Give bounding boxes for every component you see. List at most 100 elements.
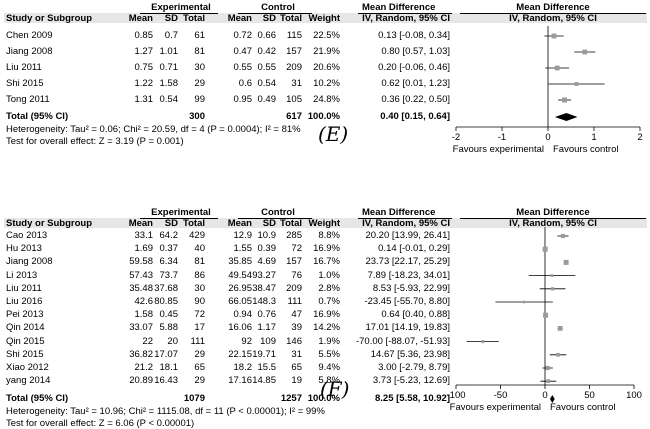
control-total: 209	[286, 62, 302, 73]
study-marker	[551, 33, 557, 39]
x-tick-label: 0	[545, 132, 551, 143]
study-marker	[542, 246, 548, 252]
study-name: Tong 2011	[6, 94, 50, 105]
control-mean: 0.47	[233, 46, 253, 57]
study-weight: 8.8%	[318, 230, 340, 241]
experimental-total: 61	[194, 30, 205, 41]
experimental-total: 429	[189, 230, 205, 241]
control-sd: 38.47	[252, 282, 276, 294]
study-ci: 20.20 [13.99, 26.41]	[365, 230, 450, 241]
column-header-control-sd: SD	[262, 13, 276, 24]
control-total: 157	[286, 256, 302, 268]
study-marker	[582, 49, 588, 55]
experimental-mean: 42.6	[134, 296, 154, 307]
column-header-control-total: Total	[280, 218, 302, 229]
study-marker	[543, 312, 549, 318]
total-label: Total (95% CI)	[6, 111, 69, 122]
underline-mean-difference-plot	[460, 218, 646, 219]
study-ci: -23.45 [-55.70, 8.80]	[364, 296, 450, 307]
study-name: Li 2013	[6, 269, 38, 281]
study-weight: 16.9%	[313, 243, 340, 255]
study-ci: 0.13 [-0.08, 0.34]	[378, 30, 450, 41]
study-marker	[481, 340, 485, 344]
experimental-sd: 0.71	[159, 62, 179, 73]
forest-plot-e: Experimental Control Mean Difference Mean D…	[0, 0, 650, 205]
group-header-experimental: Experimental	[151, 2, 211, 13]
column-header-ci-plot: IV, Random, 95% CI	[509, 218, 597, 229]
experimental-total: 86	[194, 269, 205, 281]
study-name: Xiao 2012	[6, 362, 49, 373]
experimental-mean: 1.69	[134, 243, 154, 255]
control-mean: 1.55	[233, 243, 253, 255]
study-name: Jiang 2008	[6, 256, 53, 268]
control-sd: 4.69	[257, 256, 277, 268]
experimental-sd: 37.68	[154, 282, 178, 294]
x-tick-label: 100	[626, 390, 642, 401]
study-name: Cao 2013	[6, 230, 48, 241]
control-mean: 16.06	[228, 322, 252, 334]
control-total: 209	[286, 282, 302, 294]
experimental-sd: 16.43	[154, 375, 178, 387]
control-mean: 17.16	[228, 375, 252, 387]
x-tick-label: 0	[542, 390, 548, 401]
heterogeneity: Heterogeneity: Tau² = 0.06; Chi² = 20.59…	[6, 124, 301, 135]
x-tick-label: -100	[446, 390, 466, 401]
header-band	[4, 218, 647, 228]
control-total: 157	[286, 46, 302, 57]
study-marker	[556, 352, 560, 357]
underline-mean-difference-plot	[460, 13, 646, 14]
favours-right: Favours control	[550, 402, 616, 413]
control-sd: 0.39	[257, 243, 277, 255]
study-name: Hu 2013	[6, 243, 42, 255]
control-sd: 14.85	[252, 375, 276, 387]
column-header-experimental-sd: SD	[164, 13, 178, 24]
x-tick-label: 2	[637, 132, 643, 143]
overall-effect: Test for overall effect: Z = 3.19 (P = 0…	[6, 136, 184, 147]
experimental-sd: 64.2	[159, 230, 179, 241]
study-ci: 0.64 [0.40, 0.88]	[381, 309, 450, 321]
experimental-mean: 36.82	[129, 348, 153, 360]
control-mean: 22.15	[228, 348, 252, 360]
study-weight: 16.7%	[313, 256, 340, 268]
experimental-mean: 33.07	[129, 322, 153, 334]
forest-plot-area	[455, 227, 635, 403]
heterogeneity: Heterogeneity: Tau² = 10.96; Chi² = 1115…	[6, 406, 325, 417]
column-header-experimental-total: Total	[183, 218, 205, 229]
experimental-sd: 0.37	[159, 243, 179, 255]
column-header-control-mean: Mean	[227, 218, 252, 229]
forest-plot-area	[455, 26, 641, 131]
column-header-study: Study or Subgroup	[6, 218, 93, 229]
experimental-total: 90	[194, 296, 205, 307]
control-sd: 0.42	[257, 46, 277, 57]
experimental-mean: 21.2	[134, 362, 154, 373]
study-marker	[557, 326, 563, 331]
study-marker	[546, 379, 551, 384]
underline-control	[238, 218, 312, 219]
study-name: Jiang 2008	[6, 46, 53, 57]
experimental-mean: 57.43	[129, 269, 153, 281]
column-header-control-total: Total	[280, 13, 302, 24]
group-header-mean-difference-plot: Mean Difference	[516, 2, 590, 13]
pooled-diamond	[554, 113, 578, 121]
forest-plot-f: Experimental Control Mean Difference Mean D…	[0, 205, 650, 429]
total-experimental: 1079	[183, 393, 205, 404]
column-header-experimental-mean: Mean	[128, 218, 153, 229]
column-header-weight: Weight	[308, 218, 341, 229]
experimental-total: 29	[194, 375, 205, 387]
control-sd: 0.76	[257, 309, 277, 321]
favours-left: Favours experimental	[452, 144, 544, 155]
control-sd: 0.54	[257, 78, 277, 89]
control-sd: 1.17	[257, 322, 277, 334]
group-header-control: Control	[261, 2, 295, 13]
control-mean: 0.72	[233, 30, 253, 41]
experimental-total: 29	[194, 78, 205, 89]
study-ci: 0.80 [0.57, 1.03]	[381, 46, 450, 57]
study-weight: 22.5%	[313, 30, 340, 41]
column-header-ci: IV, Random, 95% CI	[362, 218, 450, 229]
study-ci: 3.00 [-2.79, 8.79]	[378, 362, 450, 373]
study-weight: 10.2%	[313, 78, 340, 89]
control-total: 76	[291, 269, 302, 281]
underline-experimental	[140, 13, 218, 14]
experimental-sd: 80.85	[154, 296, 178, 307]
study-marker	[554, 65, 560, 71]
